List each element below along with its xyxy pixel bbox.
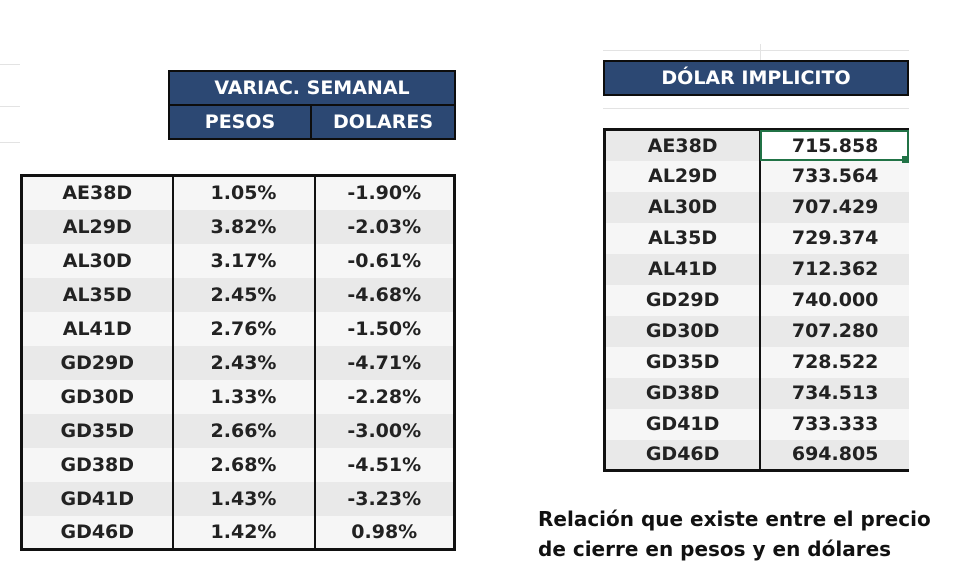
sheet-gridline (603, 50, 909, 51)
table-row: AE38D 715.858 (604, 129, 909, 161)
table-row: AL29D 733.564 (604, 160, 909, 192)
sheet-gridline (0, 106, 20, 107)
implicit-value-cell[interactable]: 712.362 (760, 253, 909, 285)
table-row: AL41D 2.76% -1.50% (21, 311, 455, 346)
implicit-dollar-table: AE38D 715.858 AL29D 733.564 AL30D 707.429 AL35… (603, 128, 909, 472)
table-row: AE38D 1.05% -1.90% (21, 175, 455, 210)
bond-cell[interactable]: GD30D (21, 379, 174, 414)
bond-cell[interactable]: AE38D (21, 175, 174, 210)
implicit-value-cell[interactable]: 694.805 (760, 439, 909, 471)
implicit-value-cell[interactable]: 715.858 (760, 129, 909, 161)
sheet-gridline (760, 44, 761, 64)
table-row: GD38D 734.513 (604, 377, 909, 409)
table-row: GD46D 694.805 (604, 439, 909, 471)
sheet-gridline (0, 142, 20, 143)
dolares-cell[interactable]: 0.98% (314, 515, 455, 550)
sheet-gridline (0, 64, 20, 65)
pesos-column-header: PESOS (168, 104, 312, 140)
pesos-cell[interactable]: 2.76% (172, 311, 316, 346)
table-row: GD38D 2.68% -4.51% (21, 447, 455, 482)
bond-cell[interactable]: GD46D (21, 515, 174, 550)
implicit-value-cell[interactable]: 707.280 (760, 315, 909, 347)
implicit-value-cell[interactable]: 734.513 (760, 377, 909, 409)
implicit-value-cell[interactable]: 729.374 (760, 222, 909, 254)
bond-cell[interactable]: GD29D (604, 284, 762, 316)
dolares-cell[interactable]: -1.50% (314, 311, 455, 346)
implicit-value-cell[interactable]: 740.000 (760, 284, 909, 316)
table-row: GD46D 1.42% 0.98% (21, 515, 455, 550)
implicit-value-cell[interactable]: 707.429 (760, 191, 909, 223)
weekly-variation-title: VARIAC. SEMANAL (168, 70, 456, 106)
bond-cell[interactable]: AL35D (604, 222, 762, 254)
dolares-cell[interactable]: -2.03% (314, 209, 455, 244)
pesos-cell[interactable]: 2.45% (172, 277, 316, 312)
bond-cell[interactable]: AL41D (604, 253, 762, 285)
table-row: AL29D 3.82% -2.03% (21, 209, 455, 244)
bond-cell[interactable]: GD38D (21, 447, 174, 482)
implicit-dollar-title: DÓLAR IMPLICITO (603, 60, 909, 96)
bond-cell[interactable]: GD41D (604, 408, 762, 440)
bond-cell[interactable]: AL41D (21, 311, 174, 346)
bond-cell[interactable]: GD38D (604, 377, 762, 409)
table-row: AL41D 712.362 (604, 253, 909, 285)
pesos-cell[interactable]: 1.43% (172, 481, 316, 516)
bond-cell[interactable]: GD29D (21, 345, 174, 380)
table-row: GD30D 1.33% -2.28% (21, 379, 455, 414)
pesos-cell[interactable]: 1.42% (172, 515, 316, 550)
dolares-cell[interactable]: -4.51% (314, 447, 455, 482)
dolares-cell[interactable]: -3.00% (314, 413, 455, 448)
bond-cell[interactable]: AL30D (604, 191, 762, 223)
caption-line-2: de cierre en pesos y en dólares (538, 537, 892, 561)
dolares-cell[interactable]: -2.28% (314, 379, 455, 414)
dolares-cell[interactable]: -4.68% (314, 277, 455, 312)
pesos-cell[interactable]: 1.33% (172, 379, 316, 414)
bond-cell[interactable]: GD35D (21, 413, 174, 448)
dolares-column-header: DOLARES (310, 104, 456, 140)
caption: Relación que existe entre el precio de c… (538, 504, 978, 564)
pesos-cell[interactable]: 2.66% (172, 413, 316, 448)
bond-cell[interactable]: AE38D (604, 129, 762, 161)
bond-cell[interactable]: GD46D (604, 439, 762, 471)
pesos-cell[interactable]: 3.17% (172, 243, 316, 278)
bond-cell[interactable]: GD30D (604, 315, 762, 347)
bond-cell[interactable]: GD41D (21, 481, 174, 516)
pesos-cell[interactable]: 2.43% (172, 345, 316, 380)
pesos-cell[interactable]: 3.82% (172, 209, 316, 244)
pesos-cell[interactable]: 2.68% (172, 447, 316, 482)
bond-cell[interactable]: AL30D (21, 243, 174, 278)
table-row: AL35D 2.45% -4.68% (21, 277, 455, 312)
implicit-value-cell[interactable]: 733.333 (760, 408, 909, 440)
dolares-cell[interactable]: -4.71% (314, 345, 455, 380)
weekly-variation-table: AE38D 1.05% -1.90% AL29D 3.82% -2.03% AL30D 3.1… (20, 174, 456, 551)
table-row: AL30D 707.429 (604, 191, 909, 223)
dolares-cell[interactable]: -3.23% (314, 481, 455, 516)
selection-fill-handle[interactable] (902, 156, 909, 163)
bond-cell[interactable]: AL29D (604, 160, 762, 192)
table-row: GD41D 1.43% -3.23% (21, 481, 455, 516)
table-row: AL35D 729.374 (604, 222, 909, 254)
dolares-cell[interactable]: -1.90% (314, 175, 455, 210)
bond-cell[interactable]: AL29D (21, 209, 174, 244)
table-row: GD41D 733.333 (604, 408, 909, 440)
table-row: GD35D 728.522 (604, 346, 909, 378)
implicit-value-cell[interactable]: 728.522 (760, 346, 909, 378)
pesos-cell[interactable]: 1.05% (172, 175, 316, 210)
table-row: GD35D 2.66% -3.00% (21, 413, 455, 448)
implicit-value-cell[interactable]: 733.564 (760, 160, 909, 192)
caption-line-1: Relación que existe entre el precio (538, 507, 931, 531)
table-row: GD30D 707.280 (604, 315, 909, 347)
bond-cell[interactable]: AL35D (21, 277, 174, 312)
sheet-gridline (603, 108, 909, 109)
table-row: AL30D 3.17% -0.61% (21, 243, 455, 278)
table-row: GD29D 2.43% -4.71% (21, 345, 455, 380)
dolares-cell[interactable]: -0.61% (314, 243, 455, 278)
table-row: GD29D 740.000 (604, 284, 909, 316)
bond-cell[interactable]: GD35D (604, 346, 762, 378)
